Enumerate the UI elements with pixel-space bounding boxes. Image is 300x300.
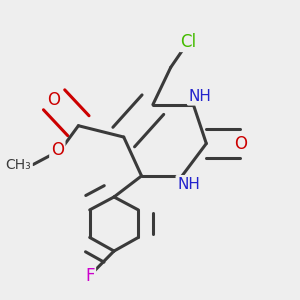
Text: CH₃: CH₃ bbox=[6, 158, 31, 172]
Text: O: O bbox=[51, 141, 64, 159]
Text: F: F bbox=[85, 267, 94, 285]
Text: Cl: Cl bbox=[180, 32, 196, 50]
Text: NH: NH bbox=[177, 176, 200, 191]
Text: NH: NH bbox=[188, 89, 211, 104]
Text: O: O bbox=[234, 134, 247, 152]
Text: O: O bbox=[48, 91, 61, 109]
